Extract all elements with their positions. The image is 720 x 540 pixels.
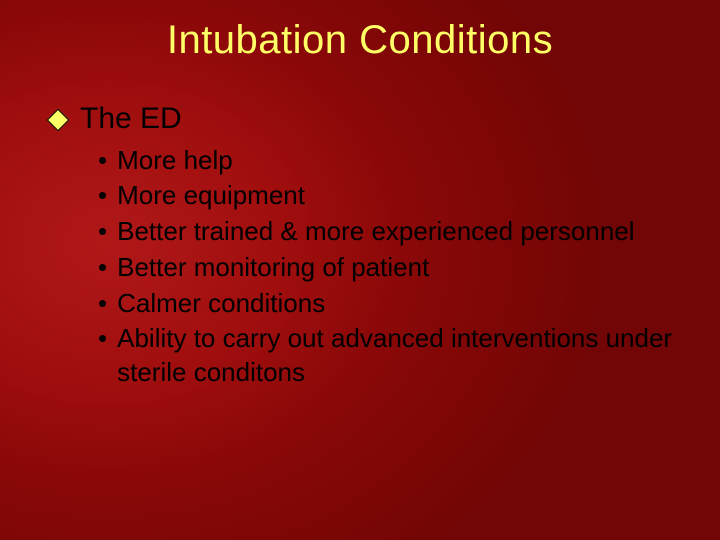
- list-item-text: More help: [117, 144, 233, 178]
- diamond-bullet-icon: [47, 109, 70, 132]
- list-item-text: Better trained & more experienced person…: [117, 215, 634, 249]
- list-item: • Ability to carry out advanced interven…: [98, 322, 680, 390]
- slide-title: Intubation Conditions: [0, 18, 720, 63]
- sublist: • More help • More equipment • Better tr…: [98, 144, 680, 391]
- list-item: • More help: [98, 144, 680, 178]
- list-item-text: Better monitoring of patient: [117, 251, 429, 285]
- level1-item: The ED: [50, 100, 680, 138]
- list-item: • Better trained & more experienced pers…: [98, 215, 680, 249]
- level1-text: The ED: [80, 100, 182, 138]
- bullet-icon: •: [98, 144, 107, 178]
- slide-body: The ED • More help • More equipment • Be…: [50, 100, 680, 392]
- bullet-icon: •: [98, 215, 107, 249]
- bullet-icon: •: [98, 322, 107, 356]
- bullet-icon: •: [98, 251, 107, 285]
- list-item-text: Calmer conditions: [117, 287, 325, 321]
- bullet-icon: •: [98, 179, 107, 213]
- bullet-icon: •: [98, 287, 107, 321]
- list-item: • Calmer conditions: [98, 287, 680, 321]
- list-item: • Better monitoring of patient: [98, 251, 680, 285]
- list-item-text: Ability to carry out advanced interventi…: [117, 322, 680, 390]
- slide: Intubation Conditions The ED • More help…: [0, 0, 720, 540]
- list-item-text: More equipment: [117, 179, 305, 213]
- list-item: • More equipment: [98, 179, 680, 213]
